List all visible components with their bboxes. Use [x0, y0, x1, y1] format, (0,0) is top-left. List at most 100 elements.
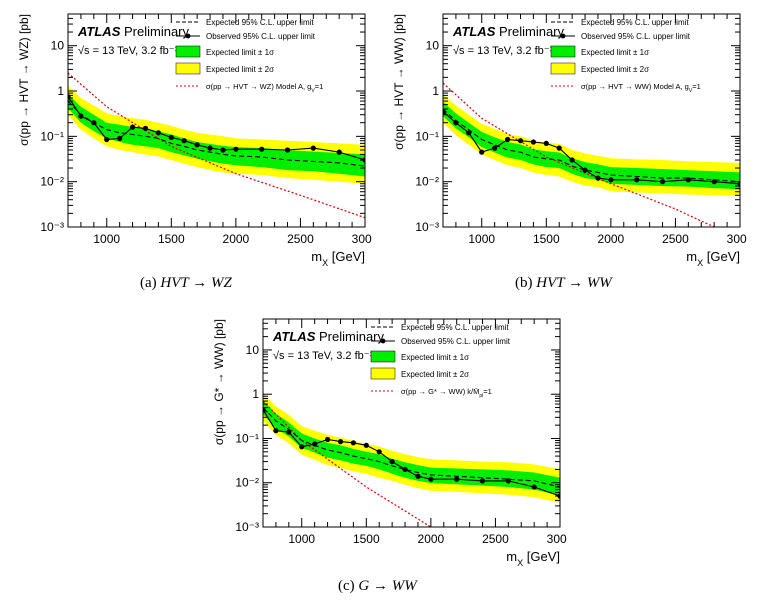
- observed-point: [505, 478, 511, 484]
- x-tick-label: 2000: [223, 232, 250, 246]
- observed-point: [505, 136, 511, 143]
- plot-frame: [262, 318, 561, 528]
- observed-point: [453, 120, 459, 126]
- y-tick-label: 1: [57, 84, 64, 98]
- chart-panel-a: 10⁻³ 10⁻² 10⁻¹ 1 10 1000 1500 2000 2500 3000 mX [G…: [0, 0, 372, 275]
- expected-line: [68, 100, 365, 167]
- legend-2sigma-symbol: [370, 367, 396, 380]
- y-tick-label: 10⁻³: [40, 220, 64, 234]
- legend: Expected 95% C.L. upper limit Observed 95…: [175, 18, 323, 94]
- observed-point: [376, 449, 382, 455]
- x-tick-label: 2500: [662, 232, 689, 246]
- x-tick-label: 1000: [468, 232, 495, 246]
- observed-point: [286, 429, 292, 435]
- observed-point: [454, 476, 460, 482]
- legend-expected-text: Expected 95% C.L. upper limit: [206, 18, 314, 27]
- plot-frame: [442, 13, 741, 228]
- energy-label: √s = 13 TeV, 3.2 fb⁻¹: [78, 45, 179, 57]
- x-tick-label: 3000: [547, 532, 567, 546]
- observed-point: [104, 136, 110, 143]
- observed-point: [530, 139, 536, 145]
- observed-point: [479, 478, 486, 484]
- x-tick-label: 2000: [598, 232, 625, 246]
- expected-line: [263, 407, 560, 488]
- observed-point: [117, 135, 123, 141]
- chart-hvt-ww: 10⁻³ 10⁻² 10⁻¹ 1 10 1000 1500 2000 2500 3000 mX [G…: [392, 13, 747, 268]
- x-tick-label: 3000: [727, 232, 747, 246]
- observed-point: [91, 120, 97, 126]
- chart-g-ww: 10⁻³ 10⁻² 10⁻¹ 1 10 1000 1500 2000 2500 3000 mX [G…: [212, 318, 567, 568]
- x-axis-title: mX [GeV]: [686, 249, 740, 268]
- observed-point: [259, 146, 265, 152]
- caption-a: (a) HVT → WZ: [140, 275, 232, 292]
- caption-expression: HVT → WZ: [160, 275, 232, 291]
- caption-b: (b) HVT → WW: [515, 275, 612, 292]
- legend-2sigma-text: Expected limit ± 2σ: [401, 370, 469, 379]
- observed-point: [711, 179, 717, 185]
- x-tick-label: 1500: [353, 532, 380, 546]
- observed-point: [466, 130, 472, 136]
- legend-2sigma-symbol: [175, 62, 201, 75]
- observed-point: [608, 177, 614, 183]
- observed-point: [207, 145, 213, 151]
- observed-point: [492, 145, 498, 151]
- x-tick-label: 1000: [93, 232, 120, 246]
- observed-point: [428, 476, 434, 482]
- x-tick-label: 2500: [482, 532, 509, 546]
- atlas-label: ATLAS Preliminary: [452, 24, 564, 39]
- x-axis-title: mX [GeV]: [506, 549, 560, 568]
- observed-point: [415, 473, 421, 479]
- observed-point: [337, 439, 344, 445]
- observed-point: [263, 407, 266, 413]
- caption-label: (a): [140, 275, 157, 291]
- legend-observed-marker: [560, 33, 566, 39]
- x-tick-label: 1000: [288, 532, 315, 546]
- band-1sigma: [68, 94, 365, 177]
- theory-line: [68, 72, 365, 219]
- observed-point: [402, 466, 408, 472]
- y-axis-title: σ(pp → HVT → WZ) [pb]: [17, 14, 31, 146]
- band-1sigma: [263, 400, 560, 496]
- observed-point: [155, 130, 161, 136]
- observed-point: [273, 428, 279, 434]
- chart-hvt-wz: 10⁻³ 10⁻² 10⁻¹ 1 10 1000 1500 2000 2500 3000 mX [G…: [17, 13, 372, 268]
- y-tick-label: 10⁻¹: [415, 129, 439, 143]
- x-tick-label: 1500: [533, 232, 560, 246]
- chart-panel-c: 10⁻³ 10⁻² 10⁻¹ 1 10 1000 1500 2000 2500 3000 mX [G…: [195, 305, 567, 575]
- legend-2sigma-text: Expected limit ± 2σ: [206, 65, 274, 74]
- y-tick-label: 10⁻²: [235, 476, 259, 490]
- observed-point: [582, 167, 588, 173]
- y-tick-label: 1: [252, 387, 259, 401]
- legend-1sigma-text: Expected limit ± 1σ: [401, 353, 469, 362]
- observed-point: [168, 134, 174, 140]
- observed-point: [443, 109, 446, 115]
- observed-point: [350, 440, 356, 446]
- observed-point: [685, 177, 691, 183]
- y-tick-label: 10⁻³: [235, 520, 259, 534]
- y-tick-label: 10⁻²: [415, 175, 439, 189]
- observed-point: [310, 145, 316, 151]
- plot-area: [443, 82, 740, 227]
- x-tick-label: 1500: [158, 232, 185, 246]
- observed-point: [78, 113, 84, 119]
- caption-c: (c) G → WW: [338, 578, 417, 595]
- caption-expression: G → WW: [358, 578, 417, 594]
- y-tick-label: 10⁻¹: [235, 431, 259, 445]
- legend-1sigma-symbol: [175, 45, 201, 58]
- y-tick-label: 10: [426, 39, 440, 53]
- x-axis-title: mX [GeV]: [311, 249, 365, 268]
- energy-label: √s = 13 TeV, 3.2 fb⁻¹: [453, 45, 554, 57]
- observed-point: [181, 138, 187, 144]
- theory-line: [263, 400, 432, 527]
- legend-2sigma-symbol: [550, 62, 576, 75]
- y-tick-label: 1: [432, 84, 439, 98]
- observed-point: [130, 124, 136, 130]
- caption-expression: HVT → WW: [536, 275, 612, 291]
- legend-observed-text: Observed 95% C.L. upper limit: [401, 337, 511, 346]
- legend: Expected 95% C.L. upper limit Observed 95…: [550, 18, 701, 94]
- observed-point: [479, 149, 485, 155]
- observed-point: [556, 145, 562, 151]
- y-tick-label: 10⁻²: [40, 175, 64, 189]
- observed-point: [284, 147, 291, 153]
- chart-panel-b: 10⁻³ 10⁻² 10⁻¹ 1 10 1000 1500 2000 2500 3000 mX [G…: [375, 0, 747, 275]
